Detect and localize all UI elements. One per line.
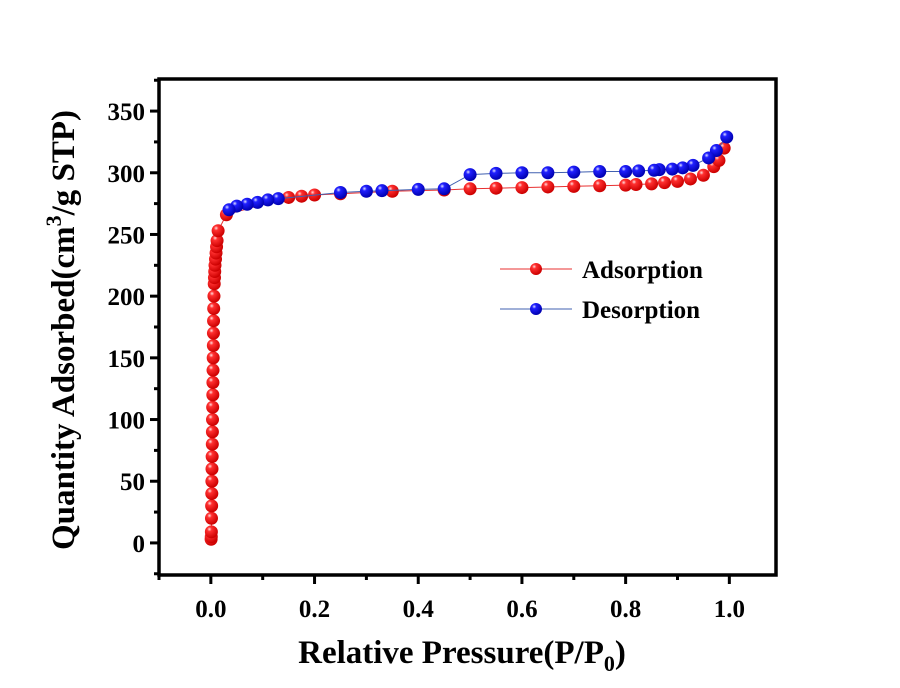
legend-marker-desorption <box>530 303 542 315</box>
x-tick-label: 1.0 <box>714 596 745 623</box>
legend-item-desorption: Desorption <box>500 297 700 324</box>
data-point-adsorption <box>463 182 477 196</box>
data-point-adsorption <box>206 339 220 353</box>
data-point-desorption <box>261 193 275 207</box>
x-tick-label: 0.6 <box>506 596 537 623</box>
data-point-desorption <box>720 130 734 144</box>
data-point-adsorption <box>211 224 225 238</box>
data-point-adsorption <box>205 487 219 501</box>
data-point-adsorption <box>205 462 219 476</box>
legend-marker-adsorption <box>530 263 542 275</box>
legend-label-desorption: Desorption <box>582 297 700 324</box>
data-point-desorption <box>411 182 425 196</box>
x-tick-labels: 0.0 0.2 0.4 0.6 0.8 1.0 <box>195 596 745 623</box>
data-point-adsorption <box>619 178 633 192</box>
data-point-adsorption <box>206 413 220 427</box>
x-tick-label: 0.4 <box>403 596 435 623</box>
data-point-adsorption <box>385 184 399 198</box>
data-point-desorption <box>489 166 503 180</box>
data-point-adsorption <box>696 168 710 182</box>
data-point-adsorption <box>645 177 659 191</box>
x-tick-label: 0.0 <box>195 596 226 623</box>
data-point-adsorption <box>489 181 503 195</box>
y-tick-label: 0 <box>133 531 146 558</box>
data-point-desorption <box>333 186 347 200</box>
plot-frame <box>157 77 778 577</box>
series-layer <box>204 130 734 546</box>
data-point-adsorption <box>712 153 726 167</box>
x-axis-title: Relative Pressure(P/P0) <box>298 635 626 676</box>
y-tick-label: 350 <box>108 99 146 126</box>
x-tick-label: 0.8 <box>610 596 641 623</box>
data-point-adsorption <box>541 180 555 194</box>
data-point-adsorption <box>207 314 221 328</box>
data-point-desorption <box>222 203 236 217</box>
data-point-adsorption <box>205 474 219 488</box>
data-point-desorption <box>437 182 451 196</box>
y-tick-label: 250 <box>108 222 146 249</box>
data-point-desorption <box>632 164 646 178</box>
data-point-adsorption <box>567 179 581 193</box>
data-point-adsorption <box>515 181 529 195</box>
data-point-adsorption <box>206 376 220 390</box>
legend-item-adsorption: Adsorption <box>500 257 703 284</box>
x-tick-label: 0.2 <box>299 596 330 623</box>
data-point-desorption <box>702 151 716 165</box>
data-point-desorption <box>359 184 373 198</box>
data-point-desorption <box>240 197 254 211</box>
ticks-layer <box>150 78 731 584</box>
data-point-desorption <box>647 163 661 177</box>
data-point-adsorption <box>205 499 219 513</box>
data-point-adsorption <box>205 425 219 439</box>
data-point-adsorption <box>204 525 218 539</box>
data-point-adsorption <box>206 400 220 414</box>
data-point-desorption <box>619 165 633 179</box>
data-point-desorption <box>515 166 529 180</box>
data-point-adsorption <box>206 363 220 377</box>
data-point-adsorption <box>593 179 607 193</box>
data-point-adsorption <box>204 511 218 525</box>
legend: Adsorption Desorption <box>500 257 703 324</box>
y-tick-label: 150 <box>108 346 146 373</box>
data-point-desorption <box>665 162 679 176</box>
data-point-desorption <box>251 195 265 209</box>
data-point-desorption <box>541 166 555 180</box>
data-point-adsorption <box>206 388 220 402</box>
series-line-adsorption <box>210 147 725 540</box>
data-point-desorption <box>676 161 690 175</box>
legend-label-adsorption: Adsorption <box>582 257 703 284</box>
data-point-adsorption <box>670 174 684 188</box>
data-point-desorption <box>463 168 477 182</box>
y-tick-label: 100 <box>108 408 146 435</box>
data-point-desorption <box>686 158 700 172</box>
y-tick-label: 200 <box>108 284 146 311</box>
data-point-adsorption <box>207 289 221 303</box>
series-desorption <box>222 130 734 217</box>
data-point-adsorption <box>683 172 697 186</box>
data-point-adsorption <box>207 301 221 315</box>
data-point-adsorption <box>205 450 219 464</box>
data-point-adsorption <box>206 351 220 365</box>
data-point-adsorption <box>210 234 224 248</box>
data-point-adsorption <box>658 176 672 190</box>
data-point-adsorption <box>205 437 219 451</box>
y-tick-label: 50 <box>120 469 145 496</box>
y-tick-label: 300 <box>108 161 146 188</box>
data-point-desorption <box>593 165 607 179</box>
data-point-adsorption <box>629 177 643 191</box>
data-point-adsorption <box>206 326 220 340</box>
y-tick-labels: 0 50 100 150 200 250 300 350 <box>108 99 146 558</box>
data-point-desorption <box>567 165 581 179</box>
data-point-desorption <box>375 184 389 198</box>
y-axis-title: Quantity Adsorbed(cm3/g STP) <box>41 110 82 550</box>
data-point-desorption <box>271 192 285 206</box>
